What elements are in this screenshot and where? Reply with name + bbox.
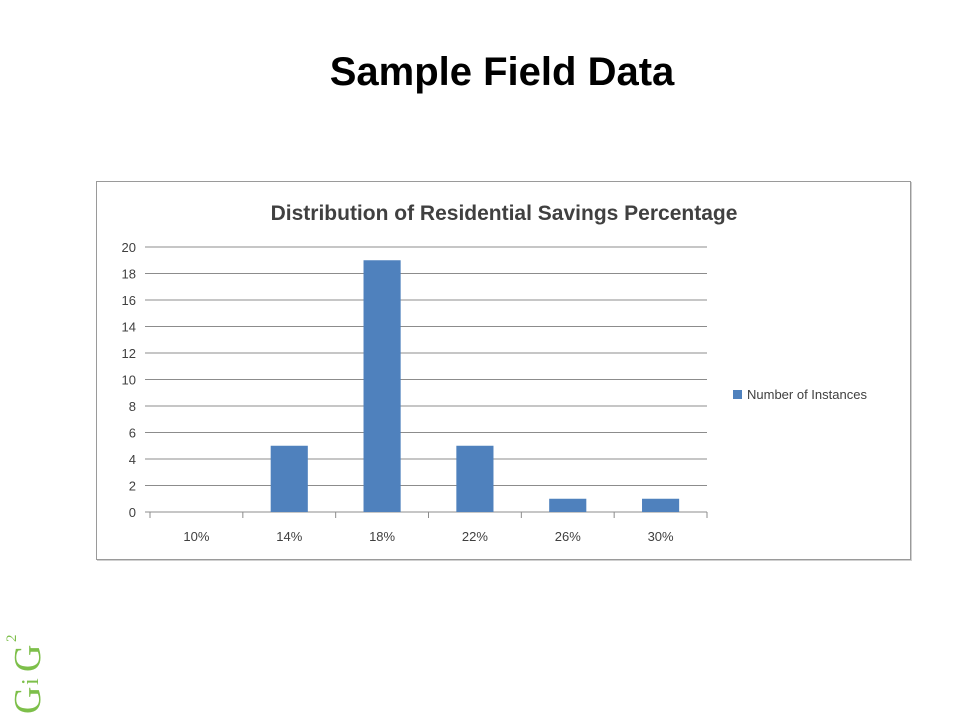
bar-30% <box>642 498 680 512</box>
y-tick-label: 8 <box>129 399 136 414</box>
gridlines <box>145 246 707 513</box>
x-tick-label: 22% <box>462 529 488 544</box>
bar-14% <box>270 445 308 512</box>
x-tick-label: 18% <box>369 529 395 544</box>
y-tick-label: 20 <box>122 240 136 255</box>
legend-swatch <box>733 390 742 399</box>
y-tick-label: 18 <box>122 267 136 282</box>
x-axis-ticks: 10% 14% 18% 22% 26% 30% <box>149 512 708 544</box>
bars <box>270 260 680 512</box>
y-tick-label: 16 <box>122 293 136 308</box>
x-tick-label: 10% <box>183 529 209 544</box>
x-tick-label: 14% <box>276 529 302 544</box>
y-tick-label: 6 <box>129 426 136 441</box>
x-tick-label: 30% <box>648 529 674 544</box>
svg-text:2: 2 <box>4 635 20 643</box>
bar-chart: Distribution of Residential Savings Perc… <box>122 202 868 544</box>
y-axis-ticks: 0 2 4 6 8 10 12 14 16 18 20 <box>122 240 136 520</box>
chart-frame: Distribution of Residential Savings Perc… <box>96 181 911 560</box>
y-tick-label: 0 <box>129 505 136 520</box>
bar-18% <box>363 260 401 512</box>
x-tick-label: 26% <box>555 529 581 544</box>
y-tick-label: 10 <box>122 373 136 388</box>
bar-26% <box>549 498 587 512</box>
y-tick-label: 4 <box>129 452 136 467</box>
bar-22% <box>456 445 494 512</box>
legend: Number of Instances <box>733 387 867 402</box>
legend-label: Number of Instances <box>747 387 867 402</box>
gig-logo: G i G 2 <box>4 635 49 715</box>
y-tick-label: 14 <box>122 320 136 335</box>
chart-title: Distribution of Residential Savings Perc… <box>271 202 738 225</box>
svg-text:G: G <box>7 645 49 672</box>
svg-text:G: G <box>7 687 49 714</box>
y-tick-label: 2 <box>129 479 136 494</box>
slide-title: Sample Field Data <box>329 50 675 94</box>
y-tick-label: 12 <box>122 346 136 361</box>
svg-text:i: i <box>18 678 44 685</box>
